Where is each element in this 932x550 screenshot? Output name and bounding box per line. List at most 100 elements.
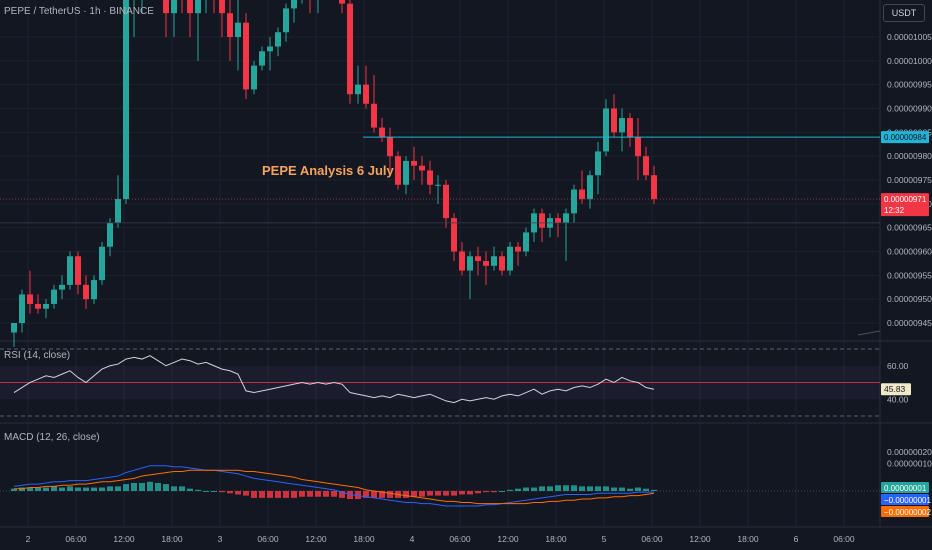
macd-histogram-bar [651, 489, 657, 491]
macd-histogram-bar [27, 487, 33, 491]
macd-histogram-bar [363, 491, 369, 498]
candle-body [363, 84, 369, 104]
time-tick-label: 18:00 [545, 534, 567, 544]
candle-body [539, 213, 545, 228]
macd-histogram-bar [195, 489, 201, 491]
candle-body [91, 280, 97, 300]
candle-body [171, 0, 177, 14]
candle-body [227, 13, 233, 37]
candle-body [251, 65, 257, 90]
candle-body [563, 213, 569, 223]
candle-body [515, 246, 521, 252]
time-tick-label: 18:00 [353, 534, 375, 544]
macd-histogram-bar [43, 487, 49, 491]
candle-body [75, 256, 81, 285]
candle-body [27, 294, 33, 304]
macd-histogram-bar [99, 487, 105, 491]
macd-histogram-bar [547, 486, 553, 491]
macd-hist-tag: 0.00000001 [884, 484, 927, 493]
time-tick-label: 12:00 [497, 534, 519, 544]
countdown-label: 12:32 [884, 206, 905, 215]
last-price-tag-bg [881, 193, 929, 217]
price-tick-label: 0.00000955 [887, 270, 932, 280]
candle-body [595, 151, 601, 176]
candle-body [499, 256, 505, 271]
candle-body [427, 170, 433, 185]
time-tick-label: 06:00 [641, 534, 663, 544]
macd-histogram-bar [59, 487, 65, 491]
macd-histogram-bar [403, 491, 409, 498]
macd-histogram-bar [427, 491, 433, 496]
macd-histogram-bar [579, 486, 585, 491]
price-tick-label: 0.00000945 [887, 318, 932, 328]
candle-body [19, 294, 25, 323]
macd-histogram-bar [459, 491, 465, 495]
candle-body [43, 303, 49, 309]
macd-histogram-bar [339, 491, 345, 498]
candle-body [59, 284, 65, 290]
macd-histogram-bar [563, 485, 569, 491]
macd-histogram-bar [291, 491, 297, 498]
time-tick-label: 06:00 [257, 534, 279, 544]
candle-body [291, 0, 297, 9]
time-tick-label: 5 [602, 534, 607, 544]
macd-histogram-bar [643, 488, 649, 491]
macd-histogram-bar [155, 482, 161, 491]
candle-body [187, 0, 193, 14]
macd-line-tag: −0.00000001 [884, 496, 931, 505]
grid [0, 0, 932, 528]
macd-histogram-bar [171, 486, 177, 491]
candle-body [651, 175, 657, 200]
price-tick-label: 0.00000995 [887, 80, 932, 90]
macd-line [13, 465, 654, 507]
candle-body [347, 3, 353, 95]
candle-body [411, 160, 417, 166]
candle-body [115, 199, 121, 223]
macd-histogram-bar [219, 491, 225, 493]
macd-histogram-bar [419, 491, 425, 497]
candle-body [611, 108, 617, 133]
price-tick-label: 0.00000990 [887, 104, 932, 114]
candle-body [507, 246, 513, 271]
rsi-panel [0, 348, 880, 417]
rsi-value-tag: 45.83 [884, 384, 906, 394]
macd-histogram-bar [83, 487, 89, 491]
macd-histogram-bar [251, 491, 257, 498]
candle-body [627, 118, 633, 138]
price-panel [0, 0, 881, 347]
price-tick-label: 0.00001000 [887, 56, 932, 66]
symbol-title: PEPE / TetherUS · 1h · BINANCE [4, 6, 154, 17]
candle-body [571, 189, 577, 214]
macd-histogram-bar [275, 491, 281, 498]
macd-histogram-bar [323, 491, 329, 497]
candle-body [107, 222, 113, 247]
macd-histogram-bar [515, 488, 521, 491]
trend-line [857, 330, 881, 336]
macd-histogram-bar [355, 491, 361, 500]
macd-line-tag-bg [881, 494, 929, 505]
price-tick-label: 0.00000960 [887, 247, 932, 257]
time-tick-label: 2 [26, 534, 31, 544]
price-tick-label: 0.00000975 [887, 175, 932, 185]
time-tick-label: 3 [218, 534, 223, 544]
macd-histogram-bar [539, 486, 545, 491]
candle-body [643, 156, 649, 176]
macd-histogram-bar [259, 491, 265, 498]
candle-body [267, 46, 273, 52]
macd-histogram-bar [491, 491, 497, 493]
candle-body [123, 0, 129, 200]
candle-body [491, 256, 497, 266]
macd-histogram-bar [139, 482, 145, 491]
macd-tick-label: 0.00000010 [887, 459, 932, 469]
candle-body [523, 232, 529, 252]
candle-body [403, 160, 409, 185]
macd-histogram-bar [267, 491, 273, 498]
macd-histogram-bar [283, 491, 289, 498]
macd-histogram-bar [75, 487, 81, 491]
candle-body [11, 323, 17, 333]
macd-histogram-bar [443, 491, 449, 496]
currency-button[interactable]: USDT [883, 4, 925, 22]
candle-body [467, 256, 473, 271]
rsi-title: RSI (14, close) [4, 350, 71, 361]
